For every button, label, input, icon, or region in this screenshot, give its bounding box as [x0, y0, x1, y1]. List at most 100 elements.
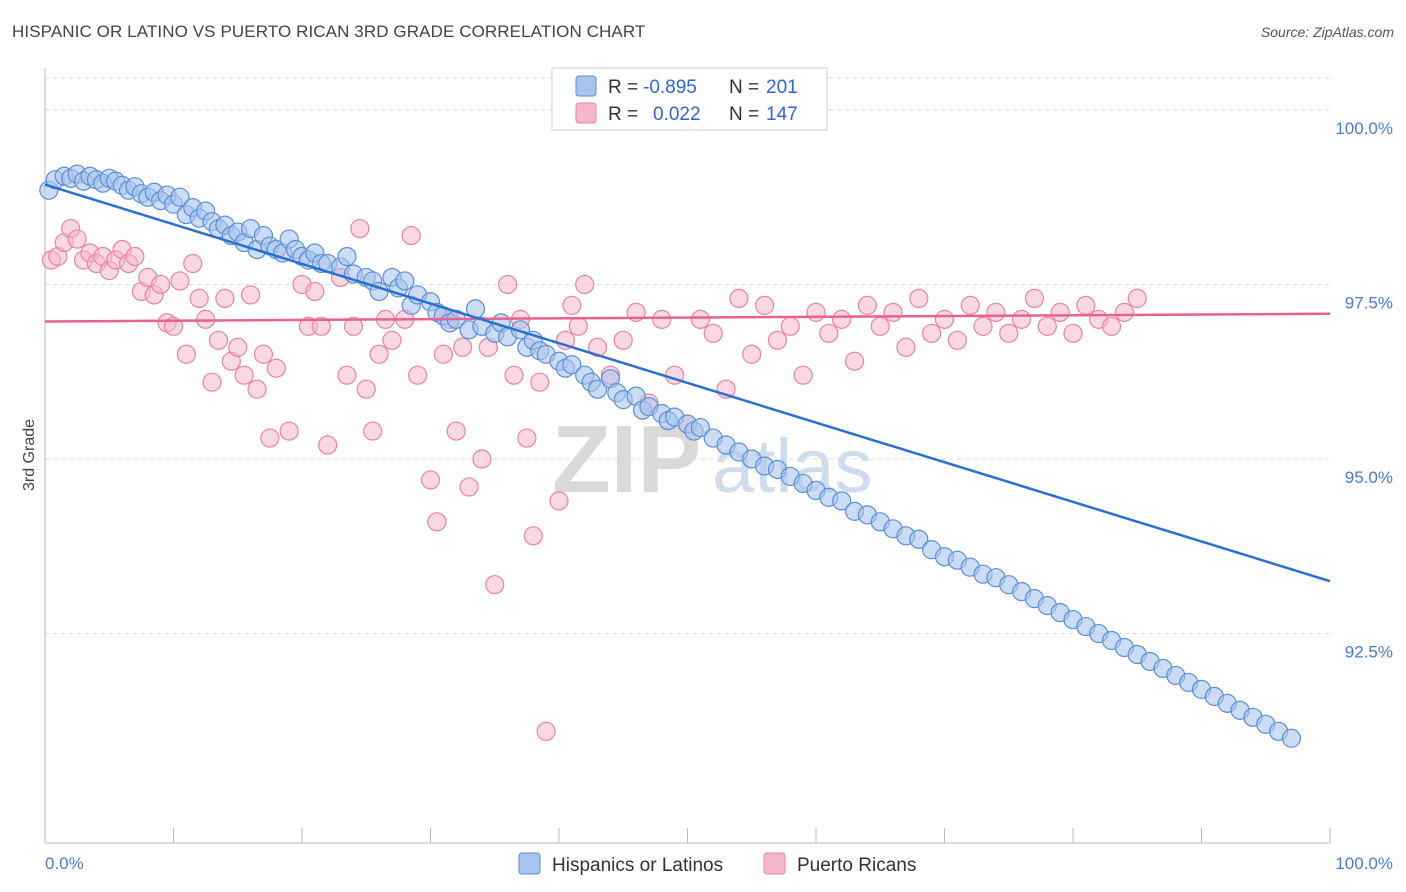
hispanic-trend-line: [44, 183, 1331, 583]
watermark: ZIP atlas: [552, 406, 873, 513]
puerto-rican-point: [819, 323, 839, 343]
legend-box: R = -0.895 N = 201 R = 0.022 N = 147: [551, 67, 828, 131]
legend-swatch-blue: [575, 75, 597, 97]
hispanic-point: [832, 491, 852, 511]
puerto-rican-point: [973, 316, 993, 336]
y-tick-label: 92.5%: [1345, 643, 1393, 662]
puerto-rican-point: [241, 285, 261, 305]
x-tick-label-min: 0.0%: [45, 854, 84, 873]
puerto-rican-point: [420, 470, 441, 490]
puerto-rican-point: [536, 721, 556, 741]
puerto-rican-point: [427, 512, 447, 532]
puerto-rican-point: [253, 344, 274, 364]
legend-r-label-2: R =: [608, 104, 638, 125]
puerto-rican-point: [1050, 302, 1070, 322]
puerto-rican-point: [1076, 295, 1096, 315]
puerto-rican-point: [793, 365, 813, 385]
puerto-rican-point: [453, 337, 473, 357]
puerto-rican-point: [67, 229, 87, 249]
legend-n-value-2: 147: [766, 104, 798, 125]
puerto-rican-point: [356, 379, 376, 399]
puerto-rican-point: [690, 309, 710, 329]
bottom-legend-label-puerto-rican: Puerto Ricans: [797, 855, 916, 876]
puerto-rican-point: [1024, 288, 1045, 309]
puerto-rican-point: [260, 428, 280, 448]
puerto-rican-point: [562, 295, 582, 315]
hispanic-point: [1281, 728, 1302, 748]
puerto-rican-point: [870, 316, 890, 336]
legend-n-label-1: N =: [729, 77, 759, 98]
puerto-rican-point: [234, 365, 254, 385]
puerto-rican-point: [922, 323, 942, 343]
puerto-rican-trend-line: [44, 312, 1331, 323]
puerto-rican-point: [318, 435, 338, 455]
legend-r-value-1: -0.895: [643, 77, 697, 98]
puerto-rican-point: [408, 365, 428, 385]
puerto-rican-point: [363, 421, 383, 441]
y-tick-labels: 92.5% 95.0% 97.5% 100.0%: [1335, 119, 1393, 662]
puerto-rican-point: [266, 358, 286, 378]
x-ticks: [44, 828, 1331, 843]
puerto-rican-point: [343, 316, 363, 336]
puerto-rican-point: [208, 330, 229, 350]
puerto-rican-point: [883, 302, 903, 322]
legend-r-label-1: R =: [608, 77, 638, 98]
puerto-rican-point: [1114, 302, 1135, 322]
puerto-rican-point: [247, 379, 267, 399]
hispanic-point: [337, 246, 357, 267]
puerto-rican-point: [485, 575, 505, 595]
hispanic-point: [909, 529, 929, 549]
puerto-rican-point: [446, 421, 466, 441]
puerto-rican-point: [568, 316, 588, 336]
hispanic-point: [587, 379, 608, 399]
puerto-rican-point: [517, 428, 537, 448]
y-tick-label: 100.0%: [1335, 119, 1393, 138]
puerto-rican-point: [170, 271, 190, 291]
puerto-rican-point: [1101, 316, 1122, 336]
hispanic-point: [170, 187, 190, 207]
puerto-rican-point: [125, 246, 145, 267]
puerto-rican-point: [896, 337, 916, 357]
puerto-rican-point: [523, 526, 543, 546]
puerto-rican-point: [960, 295, 980, 315]
hispanic-point: [690, 417, 710, 438]
puerto-rican-point: [934, 309, 955, 329]
puerto-rican-point: [1037, 316, 1057, 336]
puerto-rican-point: [986, 302, 1006, 322]
puerto-rican-point: [947, 330, 967, 350]
puerto-rican-point: [767, 330, 788, 350]
puerto-rican-point: [780, 316, 800, 336]
puerto-rican-point: [311, 316, 331, 336]
puerto-rican-point: [369, 344, 389, 364]
y-tick-label: 97.5%: [1345, 293, 1393, 312]
puerto-rican-point: [806, 302, 826, 322]
puerto-rican-point: [530, 372, 550, 392]
puerto-rican-point: [472, 449, 492, 469]
puerto-rican-point: [350, 218, 370, 239]
puerto-rican-point: [228, 337, 248, 357]
puerto-rican-point: [189, 288, 209, 309]
legend-r-value-2: 0.022: [653, 104, 701, 125]
puerto-rican-point: [549, 491, 569, 511]
puerto-rican-point: [742, 344, 762, 364]
puerto-rican-point: [999, 323, 1019, 343]
bottom-legend: Hispanics or Latinos Puerto Ricans: [518, 852, 916, 876]
puerto-rican-point: [1011, 309, 1032, 329]
puerto-rican-point: [151, 274, 171, 295]
puerto-rican-points: [41, 218, 1147, 741]
puerto-rican-point: [575, 274, 595, 295]
legend-n-value-1: 201: [766, 77, 798, 98]
hispanic-point: [562, 355, 582, 375]
hispanic-points: [39, 164, 1302, 748]
puerto-rican-point: [215, 288, 235, 309]
legend-swatch-pink: [575, 102, 597, 124]
puerto-rican-point: [844, 351, 865, 371]
puerto-rican-point: [176, 344, 196, 364]
puerto-rican-point: [754, 295, 775, 315]
hispanic-point: [395, 271, 415, 291]
chart-title: HISPANIC OR LATINO VS PUERTO RICAN 3RD G…: [12, 22, 646, 41]
puerto-rican-point: [382, 330, 402, 350]
puerto-rican-point: [652, 309, 672, 329]
puerto-rican-point: [504, 365, 524, 385]
